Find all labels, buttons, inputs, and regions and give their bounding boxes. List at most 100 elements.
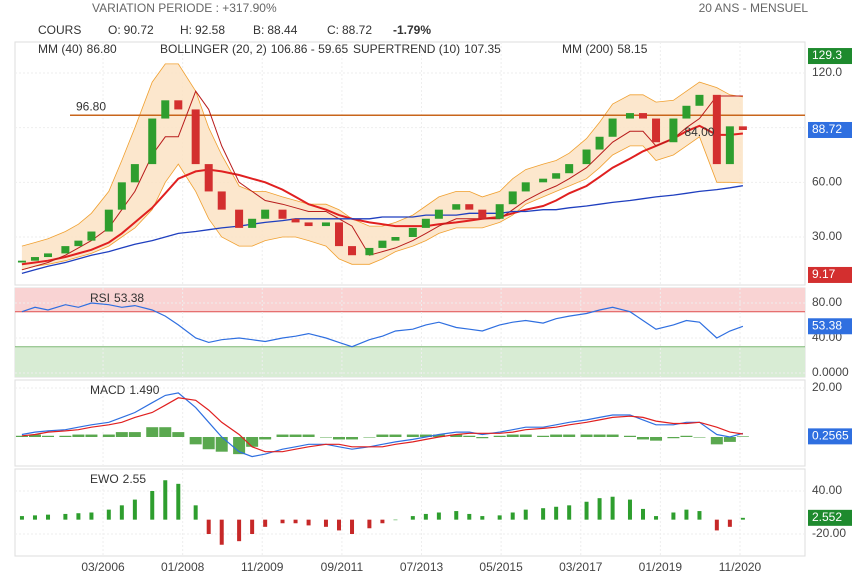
bar	[219, 519, 224, 545]
candle	[61, 246, 70, 254]
bar	[206, 519, 211, 534]
bar	[697, 511, 702, 520]
bar	[293, 519, 298, 524]
bar	[654, 516, 659, 520]
candle	[117, 182, 126, 210]
badge-label: 9.17	[812, 267, 836, 281]
bar	[119, 505, 124, 520]
legend-value: 58.15	[617, 42, 647, 56]
period: 20 ANS - MENSUEL	[699, 1, 809, 15]
bar	[436, 512, 441, 520]
candle	[582, 149, 591, 165]
candle	[334, 222, 343, 247]
ohlc-value: 92.58	[195, 23, 225, 37]
bar	[406, 434, 419, 437]
x-tick-label: 03/2006	[81, 560, 125, 574]
bar	[237, 519, 242, 542]
candle	[725, 126, 734, 165]
candle	[30, 257, 39, 261]
candle	[652, 118, 661, 143]
bar	[680, 435, 693, 437]
bar	[63, 513, 68, 520]
bar	[159, 427, 172, 437]
bar	[727, 519, 732, 527]
bar	[15, 435, 28, 437]
y-tick-label: 40.00	[812, 483, 842, 497]
line	[21, 302, 744, 348]
badge-label: 2.552	[812, 510, 842, 524]
bar	[163, 480, 168, 520]
bar	[693, 436, 706, 438]
y-tick-label: 80.00	[812, 295, 842, 309]
candle	[191, 109, 200, 165]
bar	[627, 499, 632, 520]
panel-name: EWO	[90, 472, 119, 486]
y-tick-label: 20.00	[812, 380, 842, 394]
bar	[506, 434, 519, 437]
line	[21, 136, 743, 271]
x-tick-label: 11/2020	[719, 560, 762, 574]
bar	[610, 496, 615, 520]
candle	[217, 191, 226, 210]
candle	[608, 118, 617, 137]
bar	[202, 436, 215, 450]
bar	[319, 436, 332, 438]
bar	[650, 436, 663, 441]
line	[21, 63, 743, 247]
candle	[104, 209, 113, 232]
variation: VARIATION PERIODE : +317.90%	[92, 1, 277, 15]
bar	[76, 513, 81, 520]
candle	[174, 100, 183, 110]
candle	[304, 222, 313, 227]
bar	[510, 512, 515, 520]
candle	[465, 204, 474, 210]
candle	[44, 253, 53, 258]
panel-title: MACD 1.490	[90, 383, 160, 397]
candle	[130, 164, 139, 183]
bar	[19, 516, 24, 520]
bar	[332, 436, 345, 440]
ohlc-value: 88.44	[267, 23, 297, 37]
x-tick-label: 01/2008	[161, 560, 205, 574]
bar	[641, 508, 646, 520]
candle	[148, 118, 157, 165]
legend-name: COURS	[38, 23, 81, 37]
candle	[495, 204, 504, 219]
candle	[669, 118, 678, 143]
ohlc-item: C: 88.72	[327, 23, 372, 37]
bar	[280, 519, 285, 524]
line	[21, 397, 743, 453]
bar	[554, 506, 559, 520]
bar	[493, 435, 506, 437]
zone	[15, 346, 805, 377]
bar	[276, 434, 289, 437]
bar	[463, 435, 476, 437]
bar	[606, 434, 619, 437]
candle	[261, 209, 270, 219]
ohlc-label: B:	[253, 23, 264, 37]
bar	[32, 515, 37, 520]
bar	[584, 501, 589, 520]
ohlc-label: C:	[327, 23, 339, 37]
candle	[17, 260, 26, 263]
bar	[128, 432, 141, 437]
bar	[323, 519, 328, 527]
panel-value: 2.55	[123, 472, 147, 486]
bar	[250, 519, 255, 534]
legend-value: 106.86 - 59.65	[271, 42, 349, 56]
line	[21, 185, 744, 275]
ohlc-value: 88.72	[342, 23, 372, 37]
candle	[712, 94, 721, 165]
candle	[204, 164, 213, 192]
bar	[723, 436, 736, 442]
y-tick-label: 120.0	[812, 65, 842, 79]
candle	[478, 209, 487, 219]
panel-title: RSI 53.38	[90, 291, 144, 305]
bar	[89, 512, 94, 520]
bar	[710, 436, 723, 445]
badge	[808, 509, 852, 526]
candle	[161, 100, 170, 119]
bar	[85, 434, 98, 437]
candle	[738, 126, 747, 130]
panel-title: EWO 2.55	[90, 472, 146, 486]
